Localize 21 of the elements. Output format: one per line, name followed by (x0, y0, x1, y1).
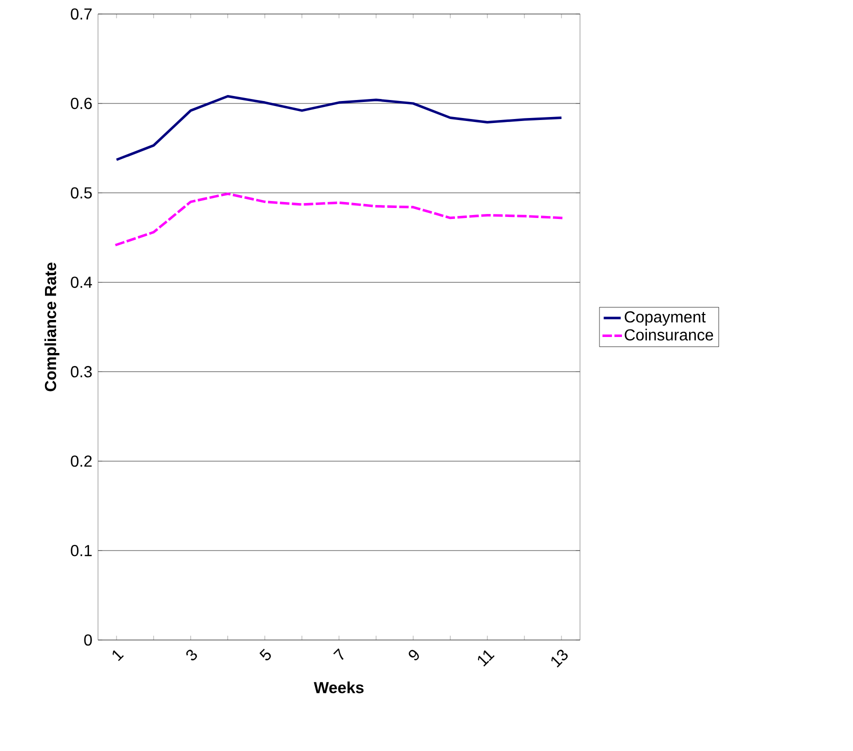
line-series (115, 95, 563, 162)
x-tick-label: 1 (112, 650, 124, 662)
y-tick-label: 0 (84, 634, 92, 646)
y-tick-label: 0.5 (70, 187, 92, 199)
legend-label: Coinsurance (624, 328, 714, 341)
x-tick-label: 5 (259, 648, 271, 660)
y-tick-label: 0.7 (70, 8, 92, 20)
x-tick-label: 7 (333, 648, 344, 660)
y-tick-label: 0.6 (70, 98, 92, 110)
y-axis-title: Compliance Rate (44, 262, 60, 392)
line-series (115, 192, 563, 246)
x-axis-title: Weeks (314, 681, 364, 694)
x-tick-label: 11 (478, 650, 495, 666)
x-tick-label: 9 (408, 650, 419, 660)
x-tick-label: 13 (551, 650, 568, 668)
y-tick-label: 0.3 (70, 366, 92, 378)
y-tick-label: 0.2 (70, 455, 92, 467)
x-tick-label: 3 (186, 650, 197, 660)
legend-label: Copayment (624, 311, 706, 326)
y-tick-label: 0.4 (70, 276, 92, 288)
y-tick-label: 0.1 (70, 544, 92, 556)
